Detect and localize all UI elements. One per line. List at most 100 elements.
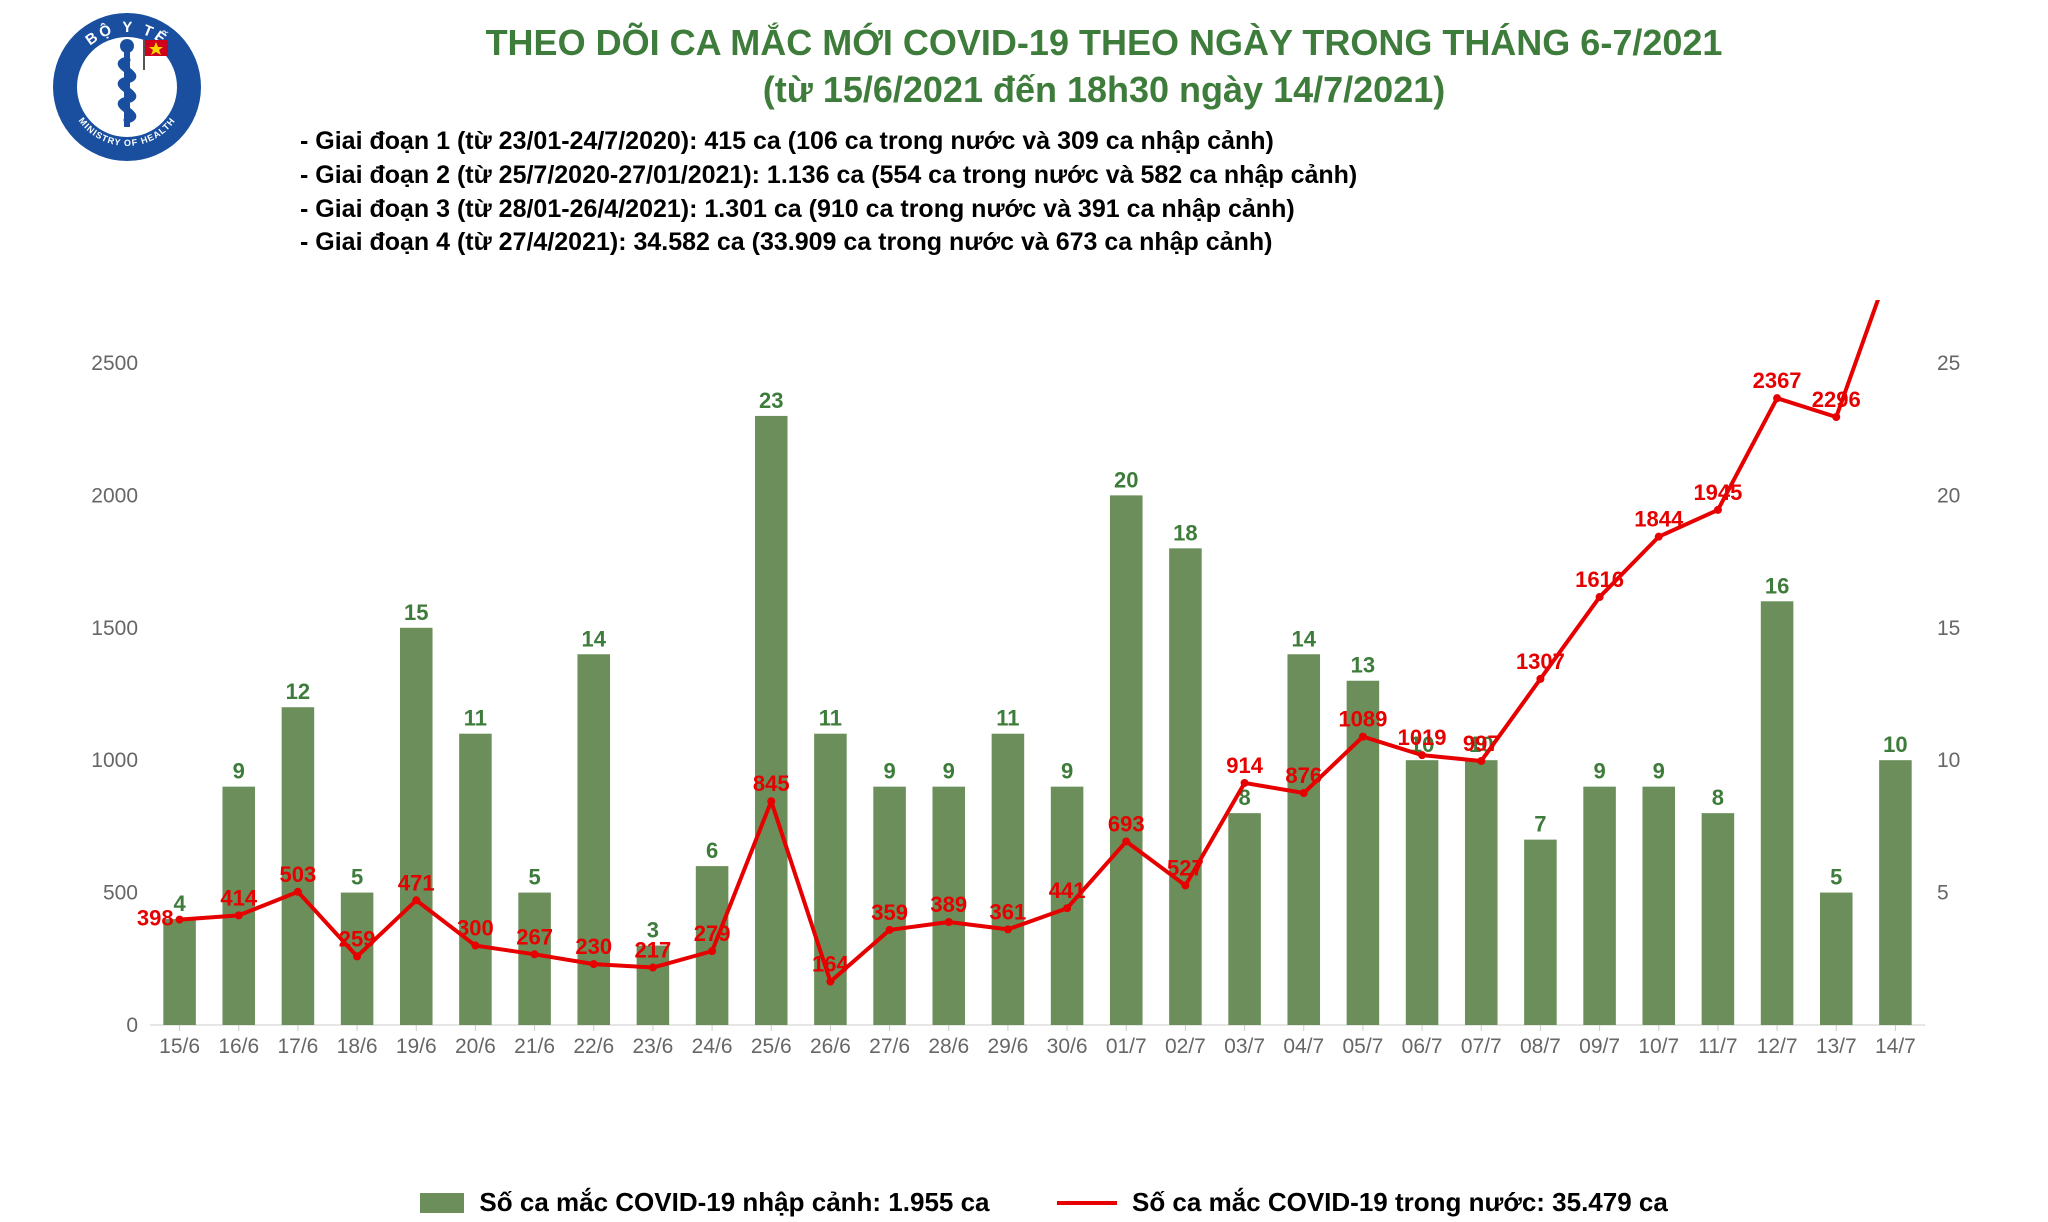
line-marker — [1536, 675, 1544, 683]
line-marker — [649, 964, 657, 972]
chart-page: BỘ Y TẾ MINISTRY OF HEALTH THEO DÕI CA M… — [0, 0, 2048, 1222]
x-tick-label: 17/6 — [277, 1035, 318, 1058]
legend-line-label: Số ca mắc COVID-19 trong nước: 35.479 ca — [1132, 1187, 1668, 1217]
logo-staff-top — [120, 39, 134, 53]
line-value-label: 441 — [1049, 878, 1086, 903]
line-value-label: 1844 — [1634, 507, 1684, 532]
title-line-2: (từ 15/6/2021 đến 18h30 ngày 14/7/2021) — [200, 67, 2008, 114]
x-tick-label: 25/6 — [751, 1035, 792, 1058]
bar — [992, 734, 1025, 1025]
line-value-label: 876 — [1285, 763, 1322, 788]
x-tick-label: 10/7 — [1638, 1035, 1679, 1058]
line-marker — [708, 947, 716, 955]
x-tick-label: 06/7 — [1402, 1035, 1443, 1058]
x-tick-label: 29/6 — [987, 1035, 1028, 1058]
bar — [400, 628, 433, 1025]
line-marker — [176, 916, 184, 924]
line-value-label: 471 — [398, 870, 435, 895]
line-value-label: 389 — [930, 892, 967, 917]
bar-value-label: 5 — [528, 865, 540, 890]
bar-value-label: 23 — [759, 388, 783, 413]
line-marker — [235, 911, 243, 919]
x-tick-label: 14/7 — [1875, 1035, 1916, 1058]
line-value-label: 503 — [280, 862, 317, 887]
line-marker — [1477, 757, 1485, 765]
line-value-label: 1089 — [1338, 707, 1387, 732]
line-value-label: 259 — [339, 926, 376, 951]
title-line-1: THEO DÕI CA MẮC MỚI COVID-19 THEO NGÀY T… — [200, 20, 2008, 67]
bar-value-label: 9 — [883, 759, 895, 784]
line-value-label: 414 — [220, 885, 257, 910]
summary-line-3: - Giai đoạn 4 (từ 27/4/2021): 34.582 ca … — [300, 226, 1357, 260]
line-value-label: 1616 — [1575, 567, 1624, 592]
line-marker — [1832, 413, 1840, 421]
x-tick-label: 20/6 — [455, 1035, 496, 1058]
line-value-label: 398 — [137, 906, 174, 931]
line-marker — [412, 896, 420, 904]
line-marker — [1655, 533, 1663, 541]
x-tick-label: 18/6 — [337, 1035, 378, 1058]
bar — [1583, 787, 1616, 1025]
x-tick-label: 05/7 — [1342, 1035, 1383, 1058]
bar-value-label: 9 — [943, 759, 955, 784]
x-tick-label: 12/7 — [1757, 1035, 1798, 1058]
x-tick-label: 08/7 — [1520, 1035, 1561, 1058]
y-left-tick: 1500 — [91, 617, 138, 640]
line-marker — [945, 918, 953, 926]
bar — [1406, 760, 1439, 1025]
summary-line-1: - Giai đoạn 2 (từ 25/7/2020-27/01/2021):… — [300, 159, 1357, 193]
bar — [1820, 893, 1853, 1025]
line-marker — [1122, 837, 1130, 845]
line-value-label: 2367 — [1753, 368, 1802, 393]
line-marker — [826, 978, 834, 986]
bar-value-label: 4 — [173, 891, 186, 916]
bar — [1228, 813, 1261, 1025]
line-value-label: 359 — [871, 900, 908, 925]
bar-value-label: 15 — [404, 600, 428, 625]
line-value-label: 164 — [812, 952, 849, 977]
bar-value-label: 5 — [351, 865, 363, 890]
bar — [1642, 787, 1675, 1025]
logo-snake — [121, 60, 133, 120]
line-value-label: 914 — [1226, 753, 1263, 778]
legend-bar-label: Số ca mắc COVID-19 nhập cảnh: 1.955 ca — [479, 1187, 989, 1217]
line-value-label: 1307 — [1516, 649, 1565, 674]
line-marker — [471, 942, 479, 950]
y-left-tick: 1000 — [91, 749, 138, 772]
bar — [459, 734, 492, 1025]
bar-value-label: 11 — [464, 706, 487, 731]
y-right-tick: 10 — [1937, 749, 1960, 772]
line-marker — [294, 888, 302, 896]
bar-value-label: 14 — [582, 626, 607, 651]
line-marker — [1004, 925, 1012, 933]
y-left-tick: 500 — [103, 882, 138, 905]
line-marker — [1773, 394, 1781, 402]
x-tick-label: 09/7 — [1579, 1035, 1620, 1058]
y-right-tick: 5 — [1937, 882, 1949, 905]
x-tick-label: 15/6 — [159, 1035, 200, 1058]
x-tick-label: 01/7 — [1106, 1035, 1147, 1058]
x-tick-label: 26/6 — [810, 1035, 851, 1058]
bar-value-label: 9 — [1061, 759, 1073, 784]
bar-value-label: 16 — [1765, 573, 1789, 598]
summary-block: - Giai đoạn 1 (từ 23/01-24/7/2020): 415 … — [300, 125, 1357, 260]
x-tick-label: 24/6 — [692, 1035, 733, 1058]
summary-line-0: - Giai đoạn 1 (từ 23/01-24/7/2020): 415 … — [300, 125, 1357, 159]
y-right-tick: 15 — [1937, 617, 1960, 640]
bar — [1702, 813, 1735, 1025]
y-right-tick: 25 — [1937, 352, 1960, 375]
line-value-label: 300 — [457, 916, 494, 941]
x-tick-label: 23/6 — [632, 1035, 673, 1058]
line-value-label: 361 — [990, 899, 1027, 924]
legend-line-swatch — [1057, 1201, 1117, 1205]
x-tick-label: 19/6 — [396, 1035, 437, 1058]
line-marker — [590, 960, 598, 968]
title-block: THEO DÕI CA MẮC MỚI COVID-19 THEO NGÀY T… — [200, 20, 2008, 114]
x-tick-label: 03/7 — [1224, 1035, 1265, 1058]
line-marker — [1714, 506, 1722, 514]
bar-value-label: 13 — [1351, 653, 1375, 678]
bar-value-label: 11 — [819, 706, 842, 731]
bar — [1465, 760, 1498, 1025]
x-tick-label: 30/6 — [1047, 1035, 1088, 1058]
line-marker — [1063, 904, 1071, 912]
